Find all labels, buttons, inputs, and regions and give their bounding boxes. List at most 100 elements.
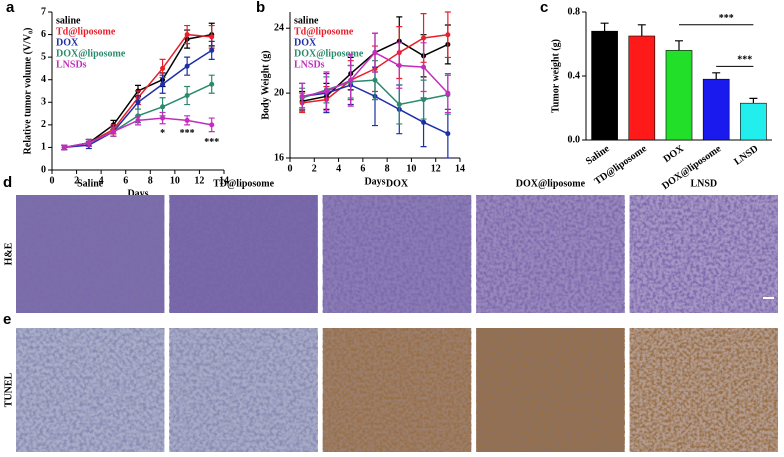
column-header: Saline: [77, 178, 104, 189]
point: [184, 93, 190, 99]
micrograph-texture: [629, 328, 778, 452]
point: [209, 34, 215, 40]
point: [396, 63, 402, 69]
point: [421, 119, 427, 125]
panel-label: d: [3, 174, 12, 191]
micrograph-texture: [322, 328, 472, 452]
point: [372, 77, 378, 83]
x-tick-label: DOX: [662, 143, 687, 165]
y-tick-label: 24: [274, 23, 284, 34]
point: [421, 35, 427, 41]
point: [209, 122, 215, 128]
y-tick-label: 0.0: [568, 134, 581, 145]
point: [184, 117, 190, 123]
x-tick-label: 14: [455, 163, 465, 174]
x-tick-label: 8: [148, 175, 153, 186]
y-tick-label: 6: [41, 29, 46, 40]
x-tick-label: 6: [123, 175, 128, 186]
x-tick-label: 6: [360, 163, 365, 174]
y-axis-label: Body Weight (g): [260, 50, 271, 119]
point: [372, 50, 378, 56]
panel-label: e: [3, 311, 11, 328]
column-header: LNSD: [690, 178, 717, 189]
y-tick-label: 1: [41, 142, 46, 153]
micrograph-texture: [476, 328, 625, 452]
point: [421, 64, 427, 70]
bar: [740, 102, 767, 141]
point: [160, 81, 166, 87]
legend-entry: saline: [56, 15, 81, 26]
point: [61, 144, 67, 150]
bar: [591, 30, 618, 141]
x-axis-label: Days: [364, 176, 385, 187]
point: [135, 99, 141, 105]
x-tick-label: 8: [385, 163, 390, 174]
bar: [628, 35, 656, 141]
bar: [665, 50, 693, 141]
x-tick-label: 4: [336, 163, 341, 174]
annotation: ***: [180, 128, 195, 139]
x-tick-label: 14: [219, 175, 229, 186]
y-tick-label: 0.8: [568, 6, 581, 17]
point: [110, 129, 116, 135]
point: [323, 88, 329, 94]
significance-label: ***: [737, 55, 752, 66]
micrograph-texture: [169, 328, 318, 452]
bar: [702, 78, 730, 141]
legend-entry: Td@liposome: [294, 26, 354, 37]
micrograph-texture: [629, 195, 778, 313]
point: [86, 140, 92, 146]
point: [445, 131, 451, 137]
error-bar: [749, 97, 758, 104]
error-bar: [675, 40, 683, 51]
annotation: *: [160, 128, 165, 139]
x-tick-label: 2: [312, 163, 317, 174]
legend-entry: DOX@liposome: [294, 48, 364, 59]
x-tick-label: 10: [170, 175, 180, 186]
column-header: DOX@liposome: [516, 178, 586, 189]
micrograph-texture: [16, 195, 165, 313]
legend-entry: LNSDs: [56, 59, 87, 70]
y-tick-label: 5: [41, 51, 46, 62]
x-axis-label: Days: [127, 188, 148, 199]
x-tick-label: 12: [194, 175, 204, 186]
point: [348, 77, 354, 83]
point: [135, 117, 141, 123]
legend-entry: DOX: [294, 37, 317, 48]
legend-entry: DOX: [56, 37, 79, 48]
panel-label: c: [540, 0, 548, 16]
row-label: H&E: [3, 242, 14, 265]
x-tick-label: 4: [99, 175, 104, 186]
error-bar: [600, 22, 609, 32]
x-tick-label: 10: [406, 163, 416, 174]
point: [209, 81, 215, 87]
point: [396, 101, 402, 107]
point: [160, 65, 166, 71]
point: [184, 63, 190, 69]
point: [421, 97, 427, 103]
point: [445, 32, 451, 38]
micrograph-texture: [322, 195, 472, 313]
row-label: TUNEL: [3, 372, 14, 407]
point: [209, 47, 215, 53]
y-tick-label: 3: [41, 97, 46, 108]
annotation: ***: [204, 137, 219, 148]
x-tick-label: 0: [50, 175, 55, 186]
significance-label: ***: [719, 13, 734, 24]
point: [445, 90, 451, 96]
column-header: TD@liposome: [213, 178, 275, 189]
error-bar: [637, 24, 646, 36]
panel-label: a: [6, 0, 15, 16]
error-bar: [712, 72, 721, 80]
legend-entry: saline: [294, 15, 319, 26]
x-tick-label: LNSD: [732, 143, 760, 167]
legend-entry: Td@liposome: [56, 26, 116, 37]
x-tick-label: 0: [288, 163, 293, 174]
y-axis-label: Relative tumor volume (V/V₀): [22, 28, 33, 155]
x-tick-label: Saline: [584, 143, 612, 167]
x-tick-label: 2: [74, 175, 79, 186]
y-tick-label: 0.4: [568, 70, 581, 81]
y-tick-label: 16: [274, 152, 284, 163]
point: [299, 93, 305, 99]
